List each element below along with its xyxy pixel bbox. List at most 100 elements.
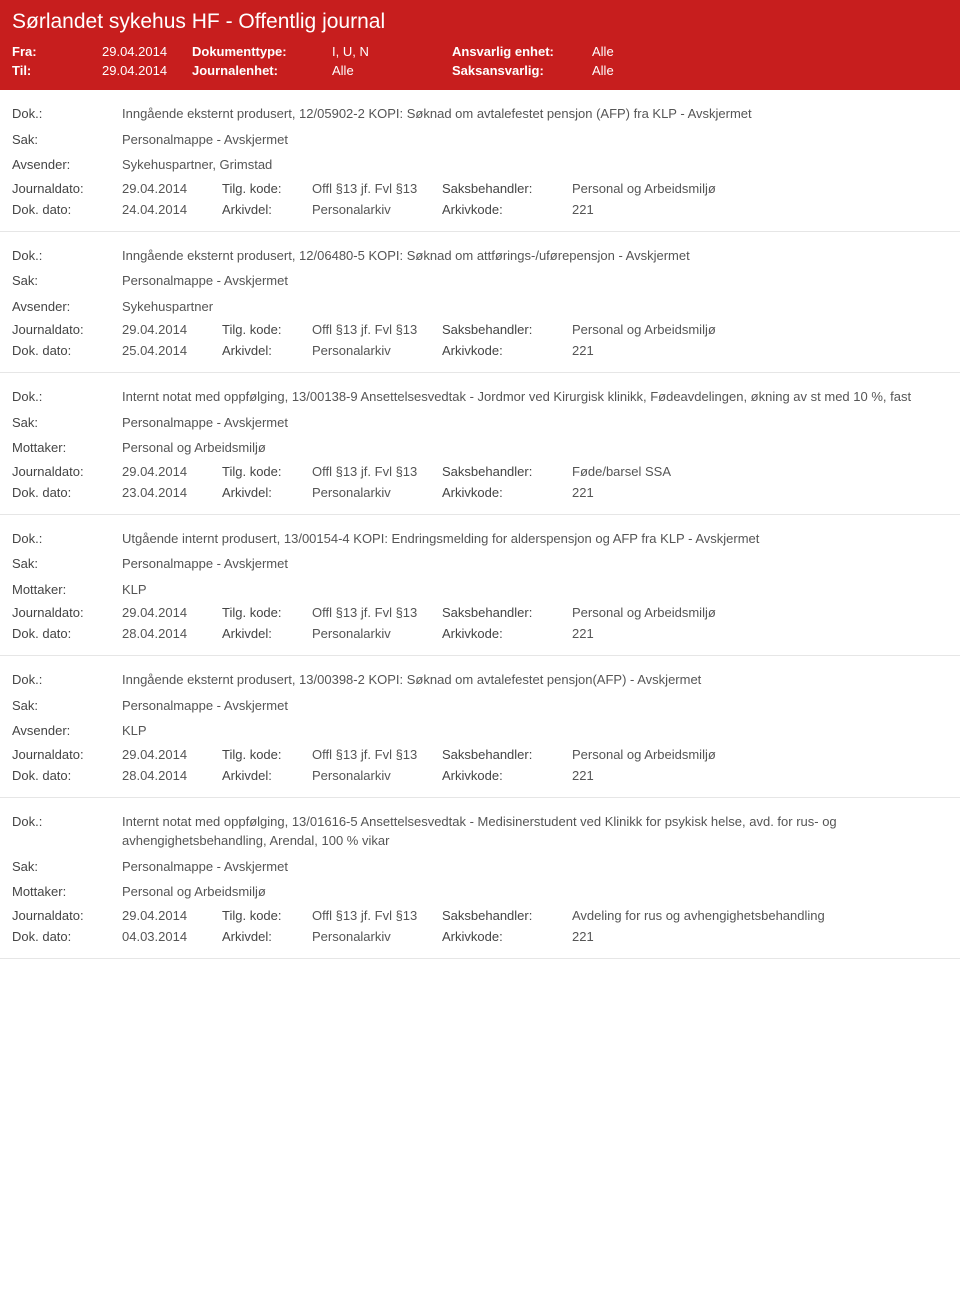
arkivkode-value: 221: [572, 202, 948, 217]
saksbehandler-label: Saksbehandler:: [442, 181, 572, 196]
party-value: KLP: [122, 580, 948, 600]
arkivdel-value: Personalarkiv: [312, 485, 442, 500]
dokdato-label: Dok. dato:: [12, 485, 122, 500]
arkivkode-label: Arkivkode:: [442, 343, 572, 358]
dok-label: Dok.:: [12, 812, 122, 851]
fra-value: 29.04.2014: [102, 44, 192, 59]
tilgkode-label: Tilg. kode:: [222, 181, 312, 196]
party-value: Personal og Arbeidsmiljø: [122, 882, 948, 902]
journal-entry: Dok.: Internt notat med oppfølging, 13/0…: [0, 373, 960, 515]
arkivdel-label: Arkivdel:: [222, 485, 312, 500]
journal-entry: Dok.: Inngående eksternt produsert, 13/0…: [0, 656, 960, 798]
dokdato-value: 04.03.2014: [122, 929, 222, 944]
dokdato-label: Dok. dato:: [12, 343, 122, 358]
tilgkode-value: Offl §13 jf. Fvl §13: [312, 908, 442, 923]
dokdato-label: Dok. dato:: [12, 929, 122, 944]
sak-label: Sak:: [12, 271, 122, 291]
dokdato-value: 25.04.2014: [122, 343, 222, 358]
party-label: Avsender:: [12, 721, 122, 741]
arkivkode-label: Arkivkode:: [442, 202, 572, 217]
saksbehandler-value: Avdeling for rus og avhengighetsbehandli…: [572, 908, 948, 923]
doktype-value: I, U, N: [332, 44, 452, 59]
party-value: Sykehuspartner: [122, 297, 948, 317]
saksbehandler-label: Saksbehandler:: [442, 747, 572, 762]
journaldato-value: 29.04.2014: [122, 605, 222, 620]
ansvarlig-label: Ansvarlig enhet:: [452, 44, 592, 59]
journalenhet-value: Alle: [332, 63, 452, 78]
tilgkode-label: Tilg. kode:: [222, 747, 312, 762]
fra-label: Fra:: [12, 44, 102, 59]
dokdato-value: 28.04.2014: [122, 768, 222, 783]
party-value: Sykehuspartner, Grimstad: [122, 155, 948, 175]
journal-entry: Dok.: Internt notat med oppfølging, 13/0…: [0, 798, 960, 959]
saksbehandler-label: Saksbehandler:: [442, 605, 572, 620]
journaldato-label: Journaldato:: [12, 908, 122, 923]
arkivkode-value: 221: [572, 343, 948, 358]
saksansvarlig-value: Alle: [592, 63, 614, 78]
arkivkode-value: 221: [572, 626, 948, 641]
til-label: Til:: [12, 63, 102, 78]
arkivdel-value: Personalarkiv: [312, 343, 442, 358]
dokdato-value: 28.04.2014: [122, 626, 222, 641]
sak-value: Personalmappe - Avskjermet: [122, 130, 948, 150]
tilgkode-value: Offl §13 jf. Fvl §13: [312, 322, 442, 337]
tilgkode-label: Tilg. kode:: [222, 322, 312, 337]
saksbehandler-value: Personal og Arbeidsmiljø: [572, 322, 948, 337]
saksbehandler-value: Personal og Arbeidsmiljø: [572, 181, 948, 196]
ansvarlig-value: Alle: [592, 44, 614, 59]
journal-entry: Dok.: Inngående eksternt produsert, 12/0…: [0, 90, 960, 232]
journalenhet-label: Journalenhet:: [192, 63, 332, 78]
sak-label: Sak:: [12, 554, 122, 574]
party-label: Mottaker:: [12, 882, 122, 902]
dokdato-value: 23.04.2014: [122, 485, 222, 500]
saksbehandler-label: Saksbehandler:: [442, 464, 572, 479]
dokdato-label: Dok. dato:: [12, 626, 122, 641]
arkivkode-value: 221: [572, 768, 948, 783]
journaldato-label: Journaldato:: [12, 747, 122, 762]
tilgkode-value: Offl §13 jf. Fvl §13: [312, 464, 442, 479]
arkivkode-value: 221: [572, 929, 948, 944]
dok-label: Dok.:: [12, 529, 122, 549]
arkivdel-label: Arkivdel:: [222, 202, 312, 217]
dok-label: Dok.:: [12, 246, 122, 266]
tilgkode-label: Tilg. kode:: [222, 464, 312, 479]
saksbehandler-label: Saksbehandler:: [442, 322, 572, 337]
arkivdel-value: Personalarkiv: [312, 768, 442, 783]
journaldato-value: 29.04.2014: [122, 181, 222, 196]
arkivdel-label: Arkivdel:: [222, 768, 312, 783]
page-title: Sørlandet sykehus HF - Offentlig journal: [12, 10, 948, 34]
dok-value: Inngående eksternt produsert, 12/05902-2…: [122, 104, 948, 124]
journaldato-label: Journaldato:: [12, 464, 122, 479]
dokdato-value: 24.04.2014: [122, 202, 222, 217]
dok-value: Inngående eksternt produsert, 12/06480-5…: [122, 246, 948, 266]
tilgkode-label: Tilg. kode:: [222, 908, 312, 923]
journaldato-label: Journaldato:: [12, 181, 122, 196]
dok-value: Internt notat med oppfølging, 13/00138-9…: [122, 387, 948, 407]
arkivdel-value: Personalarkiv: [312, 929, 442, 944]
party-label: Mottaker:: [12, 580, 122, 600]
sak-label: Sak:: [12, 413, 122, 433]
sak-value: Personalmappe - Avskjermet: [122, 554, 948, 574]
saksbehandler-value: Føde/barsel SSA: [572, 464, 948, 479]
dokdato-label: Dok. dato:: [12, 768, 122, 783]
journaldato-label: Journaldato:: [12, 322, 122, 337]
tilgkode-value: Offl §13 jf. Fvl §13: [312, 747, 442, 762]
party-label: Avsender:: [12, 155, 122, 175]
header-row-1: Fra: 29.04.2014 Dokumenttype: I, U, N An…: [12, 44, 948, 59]
dok-value: Inngående eksternt produsert, 13/00398-2…: [122, 670, 948, 690]
sak-label: Sak:: [12, 696, 122, 716]
arkivdel-label: Arkivdel:: [222, 343, 312, 358]
tilgkode-value: Offl §13 jf. Fvl §13: [312, 605, 442, 620]
saksbehandler-value: Personal og Arbeidsmiljø: [572, 605, 948, 620]
party-value: Personal og Arbeidsmiljø: [122, 438, 948, 458]
entries-list: Dok.: Inngående eksternt produsert, 12/0…: [0, 90, 960, 959]
journaldato-value: 29.04.2014: [122, 464, 222, 479]
page-header: Sørlandet sykehus HF - Offentlig journal…: [0, 0, 960, 90]
dok-label: Dok.:: [12, 387, 122, 407]
sak-label: Sak:: [12, 857, 122, 877]
saksbehandler-label: Saksbehandler:: [442, 908, 572, 923]
tilgkode-label: Tilg. kode:: [222, 605, 312, 620]
party-label: Mottaker:: [12, 438, 122, 458]
header-row-2: Til: 29.04.2014 Journalenhet: Alle Saksa…: [12, 63, 948, 78]
arkivdel-value: Personalarkiv: [312, 626, 442, 641]
